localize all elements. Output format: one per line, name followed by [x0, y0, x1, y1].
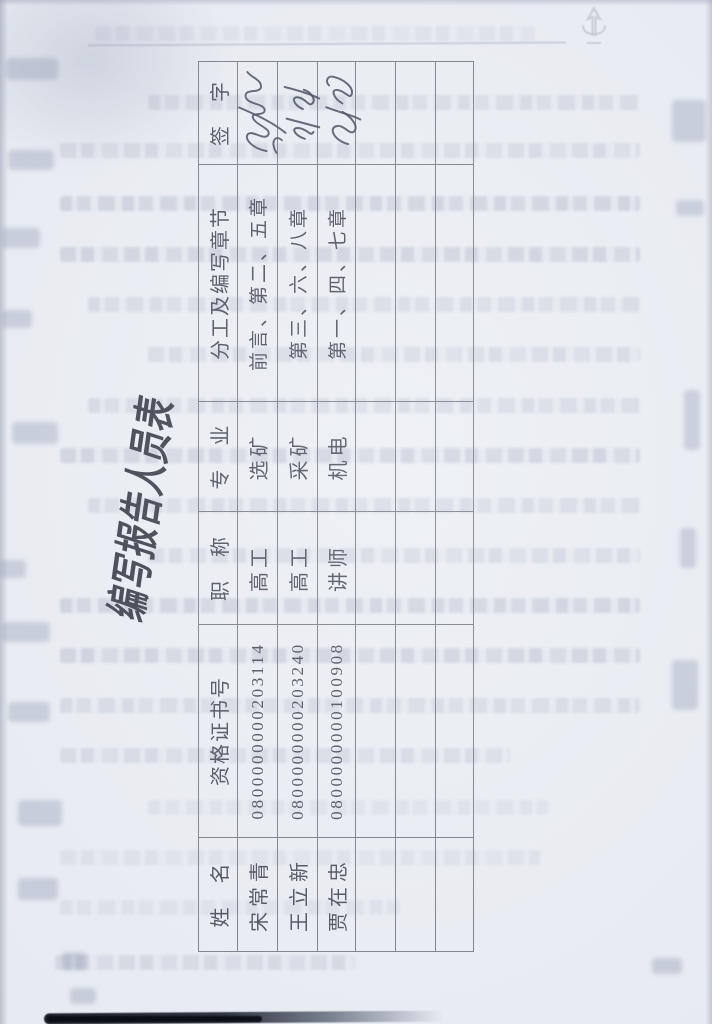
signature-scribble-icon: [283, 85, 321, 140]
cell-major: 机电: [317, 401, 356, 512]
cell-name: [355, 837, 396, 952]
table-row: [355, 61, 396, 952]
cell-job-title: 高工: [237, 511, 278, 625]
table-row: [435, 61, 474, 952]
cell-signature: [317, 61, 362, 165]
cell-cert-no: 0800000000203114: [237, 624, 278, 838]
ghost-text-line: [95, 26, 535, 41]
ghost-mark: [652, 958, 682, 974]
cell-chapters: [395, 164, 436, 402]
cell-signature: [435, 61, 474, 165]
ghost-mark: [0, 560, 26, 578]
col-header-cert-no: 资格证书号: [198, 624, 238, 838]
page-title: 编写报告人员表: [103, 389, 182, 627]
cell-major: [355, 401, 396, 512]
cell-chapters: 前言、第二、五章: [237, 164, 278, 402]
rotated-content: 编写报告人员表 姓 名 资格证书号 职 称 专 业 分工及编写章节 签 字 宋常…: [88, 61, 474, 952]
cell-job-title: [355, 511, 396, 625]
cell-chapters: [435, 164, 474, 402]
ghost-mark: [2, 228, 40, 248]
cell-name: [395, 837, 436, 952]
ghost-mark: [680, 528, 696, 568]
report-writers-table: 姓 名 资格证书号 职 称 专 业 分工及编写章节 签 字 宋常青 080000…: [198, 61, 474, 952]
signature-scribble-icon: [238, 71, 287, 154]
ghost-mark: [18, 878, 58, 900]
signature-scribble-icon: [325, 75, 362, 146]
cell-job-title: [435, 511, 474, 625]
col-header-major: 专 业: [198, 401, 238, 512]
ghost-mark: [18, 800, 62, 826]
ghost-text-line: [55, 955, 355, 970]
cell-cert-no: [435, 624, 474, 838]
cell-job-title: [395, 511, 436, 625]
table-row: 贾在忠 0800000000100908 讲师 机电 第一、四、七章: [317, 61, 362, 952]
table-row: [395, 61, 436, 952]
ghost-mark: [2, 622, 50, 642]
cell-major: [435, 401, 474, 512]
table-header-row: 姓 名 资格证书号 职 称 专 业 分工及编写章节 签 字: [198, 61, 238, 952]
scan-edge-right: [705, 0, 712, 1024]
cell-major: 采矿: [277, 401, 318, 512]
table-row: 宋常青 0800000000203114 高工 选矿 前言、第二、五章: [237, 61, 287, 952]
table-row: 王立新 0800000000203240 高工 采矿 第三、六、八章: [277, 61, 321, 952]
ghost-mark: [676, 200, 704, 216]
scan-edge-left: [0, 0, 8, 1024]
cell-name: 王立新: [277, 837, 318, 952]
col-header-chapters: 分工及编写章节: [198, 164, 238, 402]
cell-name: [435, 837, 474, 952]
cell-chapters: 第三、六、八章: [277, 164, 318, 402]
ghost-mark: [62, 952, 86, 970]
cell-chapters: 第一、四、七章: [317, 164, 356, 402]
cell-name: 宋常青: [237, 837, 278, 952]
col-header-job-title: 职 称: [198, 511, 238, 625]
ghost-mark: [12, 422, 58, 444]
cell-chapters: [355, 164, 396, 402]
ghost-mark: [672, 100, 706, 142]
cell-cert-no: [395, 624, 436, 838]
ghost-mark: [684, 390, 700, 450]
ghost-mark: [70, 988, 96, 1004]
ghost-mark: [6, 58, 58, 80]
cell-job-title: 讲师: [317, 511, 356, 625]
book-edge-shadow-core: [47, 1016, 262, 1022]
cell-cert-no: 0800000000203240: [277, 624, 318, 838]
col-header-name: 姓 名: [198, 837, 238, 952]
faint-anchor-emblem-icon: [582, 7, 606, 44]
cell-signature: [237, 61, 287, 165]
cell-cert-no: 0800000000100908: [317, 624, 356, 838]
cell-major: [395, 401, 436, 512]
cell-major: 选矿: [237, 401, 278, 512]
faint-header-rule: [87, 41, 567, 47]
ghost-mark: [2, 310, 32, 328]
cell-signature: [395, 61, 436, 165]
cell-signature: [277, 61, 321, 165]
cell-name: 贾在忠: [317, 837, 356, 952]
cell-job-title: 高工: [277, 511, 318, 625]
ghost-mark: [8, 150, 54, 170]
ghost-mark: [672, 660, 698, 710]
ghost-mark: [8, 702, 50, 722]
cell-cert-no: [355, 624, 396, 838]
